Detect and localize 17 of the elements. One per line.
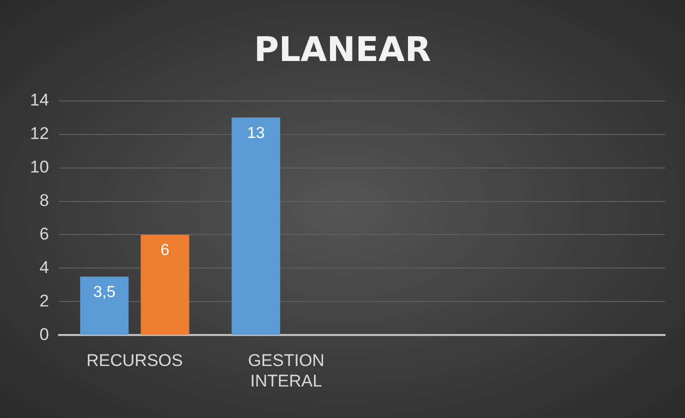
chart-title: PLANEAR (254, 30, 432, 70)
y-tick-label: 10 (30, 157, 49, 176)
bar (232, 118, 280, 335)
x-tick-label: GESTION INTERAL (248, 351, 324, 390)
data-label: 3,5 (93, 284, 116, 302)
bar (140, 234, 190, 335)
y-tick-label: 12 (30, 124, 49, 143)
data-label: 13 (246, 124, 265, 142)
y-tick-label: 0 (39, 324, 49, 344)
bar (80, 276, 129, 335)
y-tick-label: 6 (39, 224, 49, 244)
y-tick-label: 2 (39, 291, 49, 310)
y-tick-label: 4 (39, 258, 49, 277)
data-label: 6 (160, 242, 170, 260)
x-tick-label: RECURSOS (86, 351, 183, 370)
y-tick-label: 14 (30, 90, 49, 110)
y-tick-label: 8 (39, 190, 49, 210)
